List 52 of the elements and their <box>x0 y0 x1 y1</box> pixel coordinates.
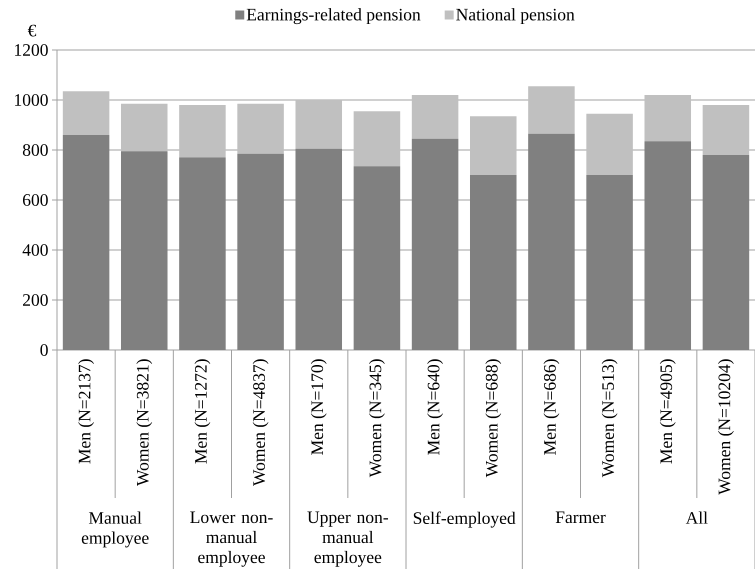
y-tick-label: 600 <box>22 194 48 206</box>
bar <box>237 104 284 154</box>
legend-label: National pension <box>456 8 575 24</box>
x-tick-label: Women (N=513) <box>602 359 618 478</box>
text: Manual employee <box>82 512 149 548</box>
bar <box>295 100 342 149</box>
text: Upper non-manual employee <box>307 512 388 567</box>
bar <box>295 148 342 350</box>
x-tick-label: Women (N=10204) <box>718 359 734 495</box>
bar <box>644 94 692 142</box>
x-tick-label: Men (N=2137) <box>78 359 94 464</box>
x-tick-label: Women (N=345) <box>368 359 385 478</box>
bar <box>702 104 750 155</box>
y-tick-label: 400 <box>22 244 48 256</box>
x-tick-label: Men (N=4905) <box>660 359 676 464</box>
x-tick-label: Men (N=170) <box>310 359 327 455</box>
legend-label: Earnings-related pension <box>246 8 420 24</box>
x-tick-label: Men (N=640) <box>427 359 444 455</box>
y-axis-title: € <box>28 24 36 36</box>
bar <box>470 175 517 350</box>
y-tick-label: 1200 <box>15 44 48 56</box>
text: Self-employed <box>414 512 516 528</box>
bar <box>528 134 575 350</box>
bar <box>586 114 633 175</box>
y-tick-label: 200 <box>22 294 48 306</box>
bar <box>62 134 110 350</box>
bar <box>470 116 517 175</box>
bar <box>179 104 226 158</box>
bar <box>412 94 458 139</box>
y-tick-label: 1000 <box>15 94 48 106</box>
bar <box>644 141 692 350</box>
text: Lower non-manual employee <box>190 512 273 567</box>
bar <box>702 154 750 350</box>
bar <box>120 151 168 350</box>
bar <box>179 157 226 350</box>
x-tick-label: Women (N=3821) <box>136 359 152 486</box>
y-tick-label: 0 <box>40 344 48 356</box>
bar <box>354 111 400 166</box>
bar <box>412 138 458 350</box>
x-tick-label: Men (N=686) <box>543 359 560 455</box>
text: All <box>686 512 708 524</box>
bar <box>586 175 633 350</box>
bar <box>237 154 284 350</box>
x-tick-label: Women (N=4837) <box>252 359 269 486</box>
bar <box>62 91 110 135</box>
bar <box>528 86 575 134</box>
x-tick-label: Men (N=1272) <box>194 359 210 464</box>
text: Farmer <box>556 512 606 524</box>
bar <box>120 104 168 152</box>
bar <box>354 166 400 350</box>
x-tick-label: Women (N=688) <box>485 359 502 478</box>
y-tick-label: 800 <box>22 144 48 156</box>
